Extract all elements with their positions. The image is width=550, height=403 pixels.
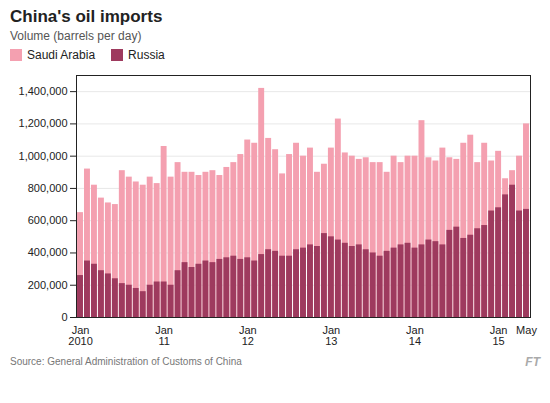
html-text:Russia: Russia (128, 48, 165, 62)
svg-text:0: 0 (61, 311, 67, 323)
svg-text:Jan14: Jan14 (406, 324, 424, 347)
svg-text:Jan15: Jan15 (490, 324, 508, 347)
html-text:Volume (barrels per day): Volume (barrels per day) (10, 29, 142, 43)
svg-text:Jan12: Jan12 (239, 324, 257, 347)
svg-text:200,000: 200,000 (28, 279, 68, 291)
html-text:Saudi Arabia: Saudi Arabia (27, 48, 96, 62)
svg-text:1,400,000: 1,400,000 (19, 85, 68, 97)
svg-text:1,000,000: 1,000,000 (19, 150, 68, 162)
svg-text:1,200,000: 1,200,000 (19, 117, 68, 129)
svg-text:Jan2010: Jan2010 (68, 324, 92, 347)
svg-text:800,000: 800,000 (28, 182, 68, 194)
svg-text:400,000: 400,000 (28, 246, 68, 258)
html-text:FT: FT (525, 355, 540, 369)
svg-text:Jan13: Jan13 (322, 324, 340, 347)
svg-text:May: May (516, 324, 537, 336)
svg-text:600,000: 600,000 (28, 214, 68, 226)
svg-text:Jan11: Jan11 (155, 324, 173, 347)
html-text:Source: General Administration: Source: General Administration of Custom… (10, 356, 242, 367)
html-text:China's oil imports: China's oil imports (10, 7, 163, 26)
